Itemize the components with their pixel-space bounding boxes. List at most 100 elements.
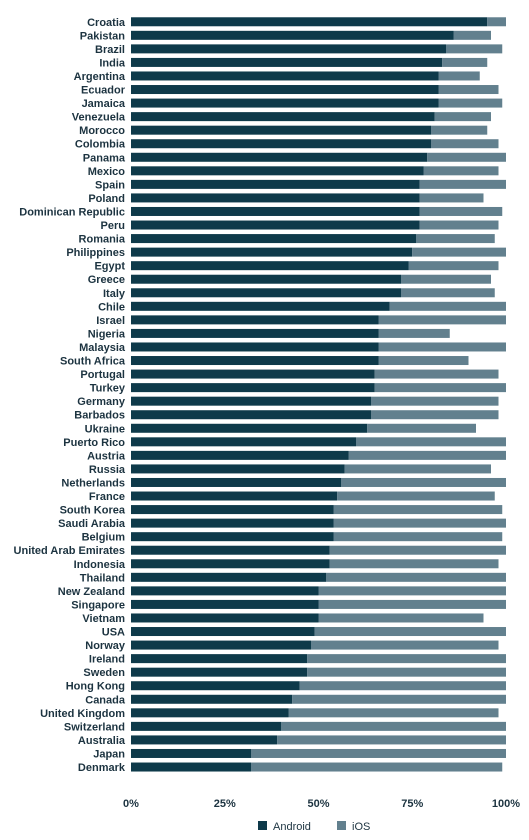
bar-ios-croatia [487, 17, 506, 27]
bar-ios-israel [378, 315, 506, 325]
bar-ios-puerto-rico [356, 437, 506, 447]
bar-android-united-kingdom [131, 708, 289, 718]
category-label-russia: Russia [89, 464, 126, 476]
bar-ios-venezuela [434, 112, 491, 122]
category-label-colombia: Colombia [75, 139, 126, 151]
bar-ios-nigeria [378, 328, 450, 338]
category-label-south-korea: South Korea [60, 505, 126, 517]
bar-android-india [131, 57, 443, 67]
bar-ios-brazil [446, 44, 503, 54]
x-tick-label: 100% [492, 798, 520, 810]
bar-android-singapore [131, 599, 319, 609]
bar-android-denmark [131, 762, 251, 772]
category-label-chile: Chile [98, 301, 125, 313]
x-axis-ticks: 0% 25% 50% 75% 100% [123, 798, 520, 810]
legend-swatch-android [258, 821, 267, 830]
bar-ios-chile [389, 301, 506, 311]
category-label-germany: Germany [77, 396, 126, 408]
bar-ios-thailand [326, 572, 506, 582]
category-label-france: France [89, 491, 125, 503]
bar-ios-poland [419, 193, 484, 203]
category-label-puerto-rico: Puerto Rico [63, 437, 125, 449]
category-label-croatia: Croatia [87, 17, 126, 29]
bar-ios-pakistan [453, 30, 491, 40]
bar-android-venezuela [131, 112, 435, 122]
category-label-pakistan: Pakistan [80, 30, 126, 42]
category-label-greece: Greece [88, 274, 125, 286]
bar-ios-south-korea [333, 505, 503, 515]
category-label-mexico: Mexico [88, 166, 126, 178]
bar-android-philippines [131, 247, 413, 257]
category-label-austria: Austria [87, 450, 126, 462]
category-label-morocco: Morocco [79, 125, 125, 137]
bar-ios-netherlands [341, 477, 506, 487]
bar-android-japan [131, 748, 251, 758]
bar-ios-belgium [333, 532, 503, 542]
bar-ios-new-zealand [318, 586, 506, 596]
bar-android-usa [131, 627, 315, 637]
bar-ios-romania [416, 234, 495, 244]
bar-ios-malaysia [378, 342, 506, 352]
category-label-dominican-republic: Dominican Republic [19, 206, 125, 218]
bar-android-saudi-arabia [131, 518, 334, 528]
category-label-australia: Australia [78, 735, 126, 747]
bar-android-austria [131, 450, 349, 460]
bar-ios-argentina [438, 71, 480, 81]
category-label-argentina: Argentina [74, 71, 126, 83]
category-label-new-zealand: New Zealand [58, 586, 125, 598]
category-label-nigeria: Nigeria [88, 328, 126, 340]
bar-android-pakistan [131, 30, 454, 40]
category-label-united-arab-emirates: United Arab Emirates [14, 545, 125, 557]
bar-ios-mexico [423, 166, 499, 176]
bar-android-france [131, 491, 338, 501]
bar-android-norway [131, 640, 311, 650]
bar-android-ecuador [131, 85, 439, 95]
bar-ios-saudi-arabia [333, 518, 506, 528]
bar-android-italy [131, 288, 401, 298]
bar-android-colombia [131, 139, 431, 149]
category-label-switzerland: Switzerland [64, 721, 125, 733]
bar-ios-vietnam [318, 613, 484, 623]
category-label-barbados: Barbados [74, 410, 125, 422]
x-tick-label: 50% [307, 798, 329, 810]
bar-ios-barbados [371, 410, 499, 420]
x-tick-label: 25% [214, 798, 236, 810]
bar-ios-japan [251, 748, 506, 758]
bar-android-switzerland [131, 721, 281, 731]
bar-android-chile [131, 301, 390, 311]
bar-ios-canada [292, 694, 506, 704]
bar-android-israel [131, 315, 379, 325]
legend-label-android: Android [273, 821, 311, 833]
bar-android-barbados [131, 410, 371, 420]
bar-ios-france [337, 491, 495, 501]
x-tick-label: 75% [401, 798, 423, 810]
bar-ios-australia [277, 735, 506, 745]
bar-android-argentina [131, 71, 439, 81]
bar-android-brazil [131, 44, 446, 54]
legend: Android iOS [258, 821, 370, 833]
legend-label-ios: iOS [352, 821, 370, 833]
bar-android-egypt [131, 261, 409, 271]
bar-android-croatia [131, 17, 488, 27]
category-label-panama: Panama [83, 152, 126, 164]
bar-android-ukraine [131, 423, 368, 433]
category-label-sweden: Sweden [83, 667, 125, 679]
bar-ios-ecuador [438, 85, 499, 95]
x-tick-label: 0% [123, 798, 139, 810]
bar-android-greece [131, 274, 401, 284]
category-label-italy: Italy [103, 288, 126, 300]
category-label-hong-kong: Hong Kong [66, 681, 125, 693]
bar-ios-indonesia [329, 559, 499, 569]
category-label-saudi-arabia: Saudi Arabia [58, 518, 126, 530]
bar-ios-panama [427, 152, 506, 162]
bar-ios-united-arab-emirates [329, 545, 506, 555]
bar-ios-switzerland [281, 721, 506, 731]
bar-android-turkey [131, 383, 375, 393]
bar-ios-ukraine [367, 423, 476, 433]
bar-ios-egypt [408, 261, 499, 271]
category-label-canada: Canada [85, 694, 126, 706]
bar-ios-singapore [318, 599, 506, 609]
bar-ios-greece [401, 274, 491, 284]
bar-android-south-africa [131, 356, 379, 366]
bar-ios-portugal [374, 369, 499, 379]
